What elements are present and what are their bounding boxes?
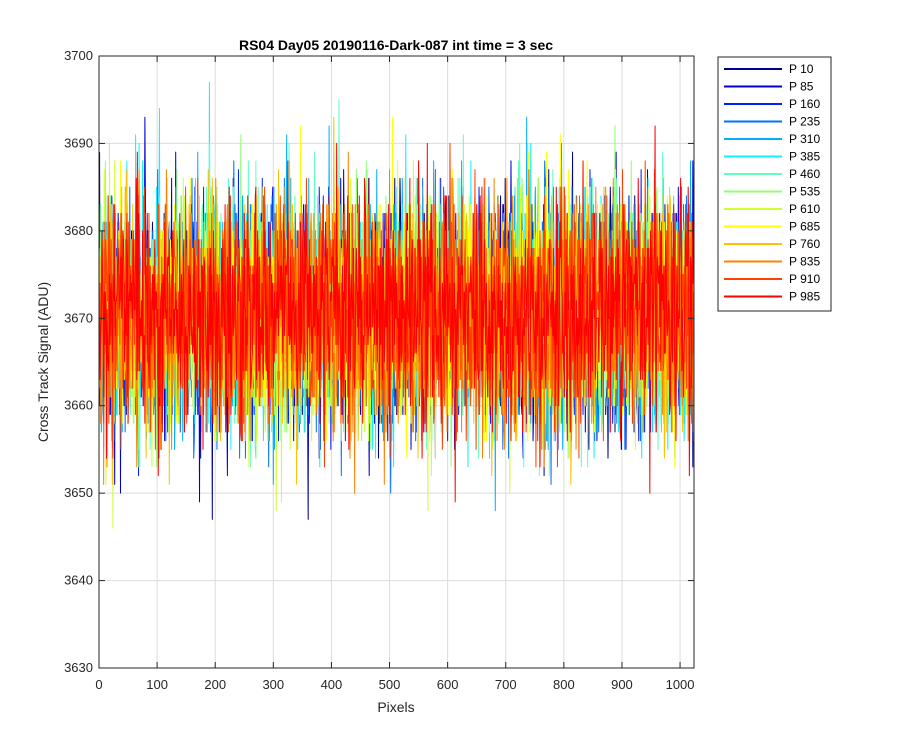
x-tick-label: 900 bbox=[611, 677, 633, 692]
x-tick-label: 800 bbox=[553, 677, 575, 692]
y-tick-label: 3700 bbox=[64, 48, 93, 63]
legend-label: P 460 bbox=[789, 167, 820, 181]
axis-ticks: 0 100 200 300 400 500 600 700 800 900 1000 3630 3640… bbox=[64, 48, 694, 692]
y-tick-label: 3630 bbox=[64, 660, 93, 675]
x-tick-label: 300 bbox=[262, 677, 284, 692]
legend-item: P 10 bbox=[724, 62, 814, 76]
legend-label: P 235 bbox=[789, 115, 820, 129]
legend-item: P 85 bbox=[724, 80, 814, 94]
legend-box bbox=[717, 56, 832, 312]
legend-item: P 985 bbox=[724, 290, 820, 304]
y-tick-label: 3640 bbox=[64, 573, 93, 588]
legend-label: P 685 bbox=[789, 220, 820, 234]
series-layer bbox=[99, 81, 694, 529]
legend-label: P 835 bbox=[789, 255, 820, 269]
x-tick-label: 500 bbox=[379, 677, 401, 692]
chart-title: RS04 Day05 20190116-Dark-087 int time = … bbox=[239, 37, 553, 53]
y-tick-label: 3670 bbox=[64, 310, 93, 325]
plot-frame bbox=[98, 55, 695, 669]
legend-label: P 760 bbox=[789, 237, 820, 251]
legend-item: P 610 bbox=[724, 202, 820, 216]
legend-label: P 160 bbox=[789, 97, 820, 111]
x-tick-label: 1000 bbox=[666, 677, 695, 692]
legend-item: P 385 bbox=[724, 150, 820, 164]
x-axis-label: Pixels bbox=[377, 699, 414, 715]
x-tick-label: 100 bbox=[146, 677, 168, 692]
series-line bbox=[99, 125, 694, 503]
legend-item: P 160 bbox=[724, 97, 820, 111]
legend-item: P 760 bbox=[724, 237, 820, 251]
legend-item: P 235 bbox=[724, 115, 820, 129]
x-tick-label: 200 bbox=[204, 677, 226, 692]
x-tick-label: 0 bbox=[95, 677, 102, 692]
legend-item: P 460 bbox=[724, 167, 820, 181]
legend-label: P 385 bbox=[789, 150, 820, 164]
legend-label: P 10 bbox=[789, 62, 814, 76]
legend-label: P 910 bbox=[789, 272, 820, 286]
legend-label: P 610 bbox=[789, 202, 820, 216]
y-tick-label: 3660 bbox=[64, 398, 93, 413]
legend-label: P 310 bbox=[789, 132, 820, 146]
x-tick-label: 700 bbox=[495, 677, 517, 692]
legend-item: P 535 bbox=[724, 185, 820, 199]
y-tick-label: 3680 bbox=[64, 223, 93, 238]
legend-item: P 835 bbox=[724, 255, 820, 269]
legend-item: P 685 bbox=[724, 220, 820, 234]
legend-label: P 985 bbox=[789, 290, 820, 304]
legend-label: P 85 bbox=[789, 80, 814, 94]
y-tick-label: 3690 bbox=[64, 135, 93, 150]
x-tick-label: 400 bbox=[321, 677, 343, 692]
legend-label: P 535 bbox=[789, 185, 820, 199]
y-axis-label: Cross Track Signal (ADU) bbox=[35, 282, 51, 442]
legend-item: P 910 bbox=[724, 272, 820, 286]
y-tick-label: 3650 bbox=[64, 485, 93, 500]
legend-item: P 310 bbox=[724, 132, 820, 146]
legend: P 10 P 85 P 160 P 235 P 310 P 385 P 460 P 535 P … bbox=[717, 56, 832, 312]
x-tick-label: 600 bbox=[437, 677, 459, 692]
